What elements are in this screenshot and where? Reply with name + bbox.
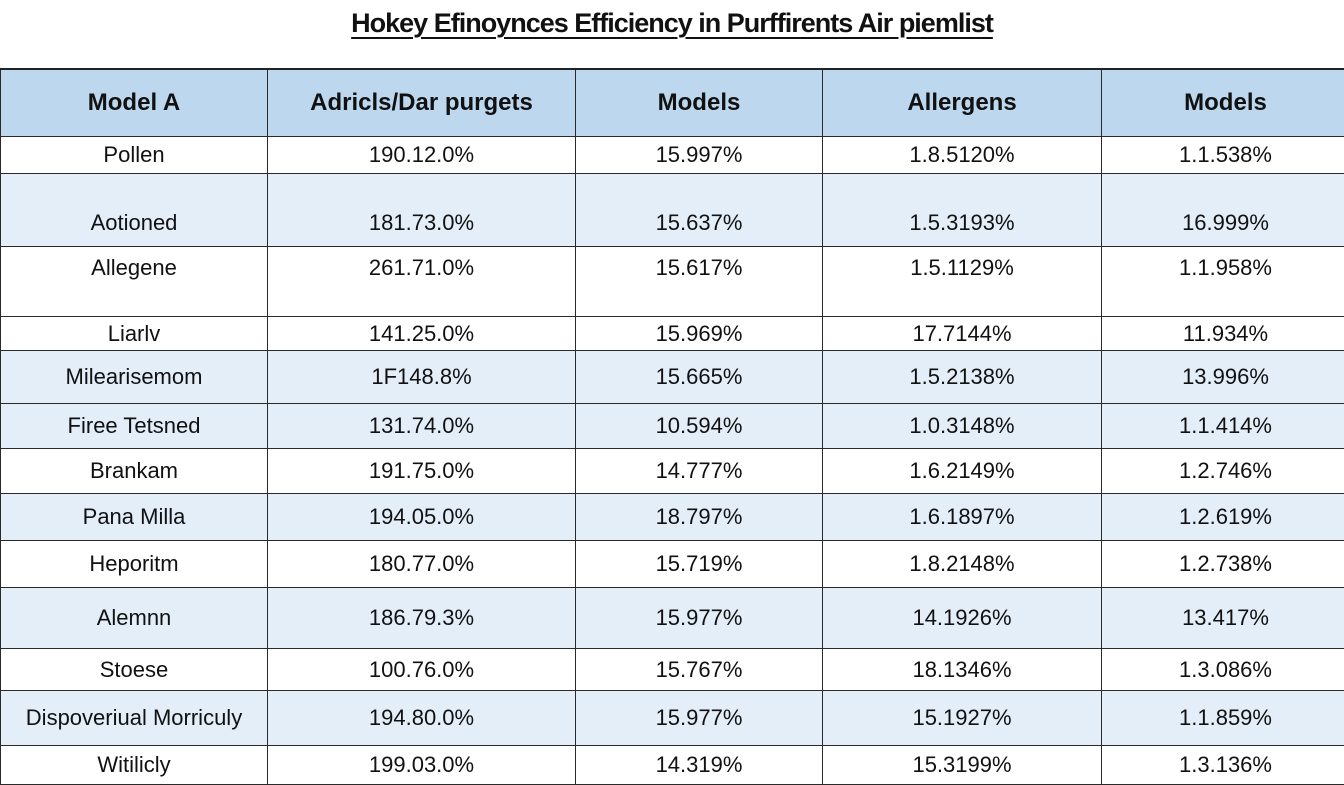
row-label-cell: Alemnn: [1, 588, 268, 649]
value-cell: 1.8.2148%: [823, 541, 1102, 588]
value-cell: 15.617%: [576, 247, 823, 317]
value-cell: 1.8.5120%: [823, 137, 1102, 174]
row-label-cell: Pollen: [1, 137, 268, 174]
value-cell: 199.03.0%: [268, 746, 576, 785]
row-label-cell: Milearisemom: [1, 351, 268, 404]
value-cell: 1.2.746%: [1102, 449, 1344, 494]
value-cell: 131.74.0%: [268, 404, 576, 449]
value-cell: 1.5.3193%: [823, 174, 1102, 247]
value-cell: 15.3199%: [823, 746, 1102, 785]
value-cell: 1.2.619%: [1102, 494, 1344, 541]
value-cell: 186.79.3%: [268, 588, 576, 649]
value-cell: 15.1927%: [823, 691, 1102, 746]
value-cell: 15.665%: [576, 351, 823, 404]
row-label-cell: Witilicly: [1, 746, 268, 785]
value-cell: 13.996%: [1102, 351, 1344, 404]
column-header: Allergens: [823, 69, 1102, 137]
row-label-cell: Liarlv: [1, 317, 268, 351]
value-cell: 15.977%: [576, 691, 823, 746]
column-header: Models: [1102, 69, 1344, 137]
value-cell: 15.637%: [576, 174, 823, 247]
value-cell: 194.80.0%: [268, 691, 576, 746]
value-cell: 18.1346%: [823, 649, 1102, 691]
row-label-cell: Aotioned: [1, 174, 268, 247]
value-cell: 15.969%: [576, 317, 823, 351]
value-cell: 1F148.8%: [268, 351, 576, 404]
value-cell: 1.3.136%: [1102, 746, 1344, 785]
row-label-cell: Allegene: [1, 247, 268, 317]
value-cell: 180.77.0%: [268, 541, 576, 588]
value-cell: 1.2.738%: [1102, 541, 1344, 588]
value-cell: 194.05.0%: [268, 494, 576, 541]
page-title: Hokey Efinoynces Efficiency in Purffiren…: [0, 8, 1344, 39]
value-cell: 1.1.958%: [1102, 247, 1344, 317]
row-label-cell: Brankam: [1, 449, 268, 494]
value-cell: 1.1.859%: [1102, 691, 1344, 746]
value-cell: 1.0.3148%: [823, 404, 1102, 449]
value-cell: 190.12.0%: [268, 137, 576, 174]
efficiency-table: Model A Adricls/Dar purgets Models Aller…: [0, 68, 1344, 785]
value-cell: 15.997%: [576, 137, 823, 174]
row-label-cell: Dispoveriual Morriculy: [1, 691, 268, 746]
value-cell: 181.73.0%: [268, 174, 576, 247]
header-row: Model A Adricls/Dar purgets Models Aller…: [1, 69, 1344, 137]
value-cell: 141.25.0%: [268, 317, 576, 351]
value-cell: 1.1.538%: [1102, 137, 1344, 174]
value-cell: 14.319%: [576, 746, 823, 785]
value-cell: 14.777%: [576, 449, 823, 494]
value-cell: 14.1926%: [823, 588, 1102, 649]
value-cell: 16.999%: [1102, 174, 1344, 247]
row-label-cell: Pana Milla: [1, 494, 268, 541]
title-text: Hokey Efinoynces Efficiency in Purffiren…: [351, 8, 993, 38]
value-cell: 1.5.1129%: [823, 247, 1102, 317]
value-cell: 18.797%: [576, 494, 823, 541]
row-label-cell: Firee Tetsned: [1, 404, 268, 449]
value-cell: 15.719%: [576, 541, 823, 588]
value-cell: 1.6.1897%: [823, 494, 1102, 541]
row-label-cell: Heporitm: [1, 541, 268, 588]
value-cell: 15.977%: [576, 588, 823, 649]
column-header: Models: [576, 69, 823, 137]
value-cell: 15.767%: [576, 649, 823, 691]
value-cell: 100.76.0%: [268, 649, 576, 691]
value-cell: 11.934%: [1102, 317, 1344, 351]
value-cell: 191.75.0%: [268, 449, 576, 494]
value-cell: 13.417%: [1102, 588, 1344, 649]
value-cell: 10.594%: [576, 404, 823, 449]
value-cell: 1.5.2138%: [823, 351, 1102, 404]
column-header: Model A: [1, 69, 268, 137]
value-cell: 1.3.086%: [1102, 649, 1344, 691]
column-header: Adricls/Dar purgets: [268, 69, 576, 137]
value-cell: 1.6.2149%: [823, 449, 1102, 494]
row-label-cell: Stoese: [1, 649, 268, 691]
value-cell: 1.1.414%: [1102, 404, 1344, 449]
value-cell: 261.71.0%: [268, 247, 576, 317]
value-cell: 17.7144%: [823, 317, 1102, 351]
